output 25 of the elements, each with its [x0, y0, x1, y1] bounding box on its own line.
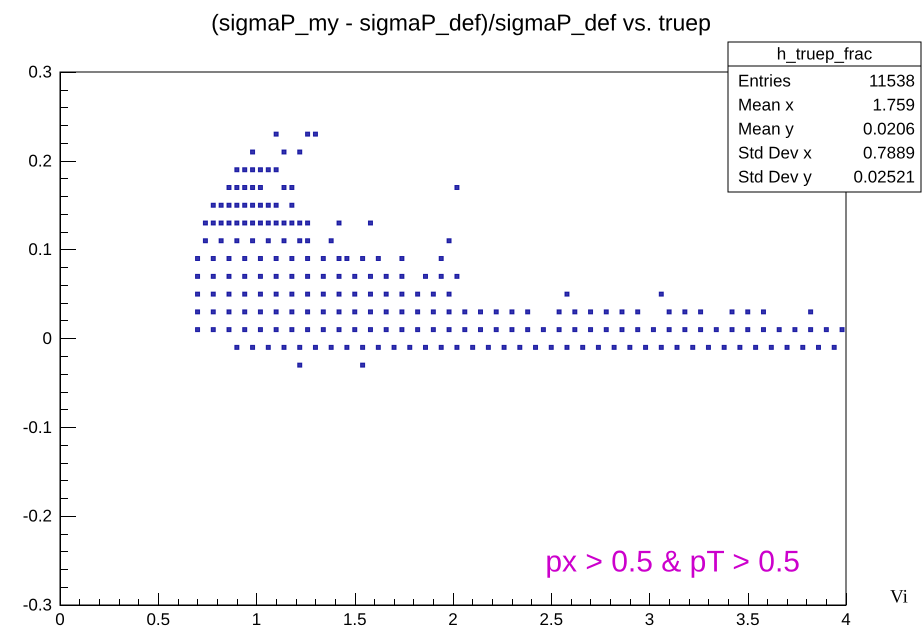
- y-tick-label: 0.1: [28, 240, 52, 260]
- x-tick-label: 4: [841, 610, 851, 629]
- x-tick-label: 1: [252, 610, 262, 629]
- text: Std Dev x 0.7889: [738, 144, 915, 162]
- x-tick-label: 3: [644, 610, 654, 629]
- x-tick-label: 0: [55, 610, 65, 629]
- text: Entries 11538: [738, 72, 915, 90]
- text: h_truep_frac: [776, 44, 873, 64]
- y-tick-label: -0.2: [22, 506, 52, 526]
- text: Mean x 1.759: [738, 96, 915, 114]
- annotation: px > 0.5 & pT > 0.5: [545, 546, 800, 578]
- x-tick-label: 0.5: [146, 610, 170, 629]
- x-tick-label: 1.5: [342, 610, 367, 629]
- text: Mean y 0.0206: [738, 120, 915, 138]
- y-tick-label: 0.3: [28, 62, 52, 82]
- x-tick-label: 2.5: [539, 610, 564, 629]
- y-tick-label: 0.2: [28, 151, 52, 170]
- x-tick-label: 3.5: [736, 610, 760, 629]
- chart-title: (sigmaP_my - sigmaP_def)/sigmaP_def vs. truep: [211, 10, 711, 36]
- x-tick-label: 2: [448, 610, 458, 629]
- text: Std Dev y 0.02521: [738, 168, 915, 186]
- y-tick-label: -0.3: [22, 596, 52, 614]
- y-tick-label: -0.1: [22, 418, 52, 437]
- y-tick-label: 0: [42, 329, 52, 348]
- text: Vi: [890, 586, 908, 608]
